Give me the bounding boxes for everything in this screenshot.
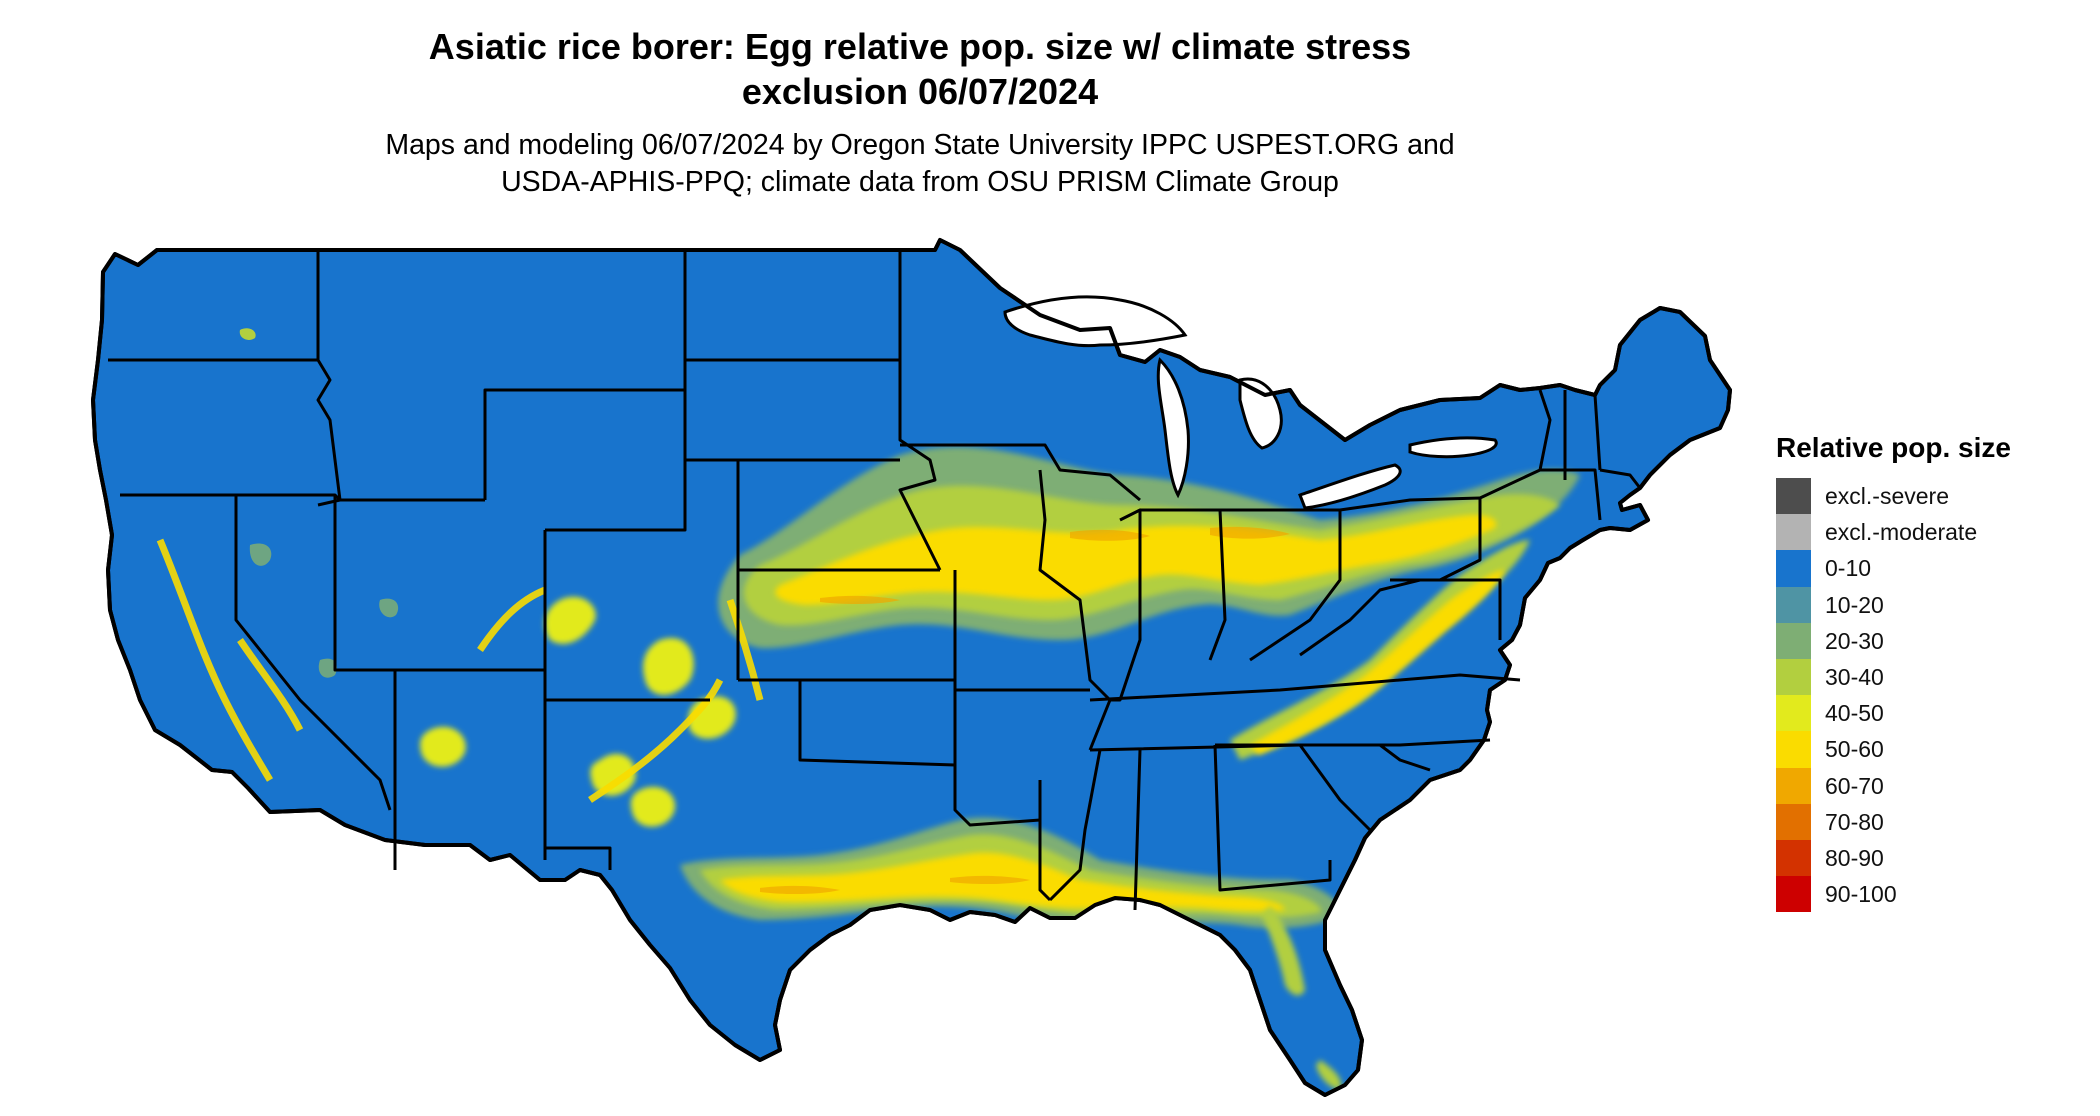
legend-label: 30-40: [1825, 664, 1884, 691]
lake-superior: [1003, 295, 1188, 348]
boundary-line: [543, 670, 612, 870]
legend-label: 40-50: [1825, 700, 1884, 727]
lake-ontario: [1408, 436, 1498, 459]
us-outline-stroke: [91, 238, 1732, 1097]
legend-item: 70-80: [1776, 803, 2076, 840]
state-boundaries: [108, 250, 1642, 911]
legend-item: 20-30: [1776, 622, 2076, 659]
legend-swatch: [1776, 514, 1811, 551]
legend-swatch: [1776, 695, 1811, 732]
boundary-line: [1599, 468, 1642, 489]
band-northwest-speck: [239, 328, 256, 341]
band-southwest-40-50: [420, 596, 736, 827]
legend-swatch: [1776, 622, 1811, 659]
band-southwest-strip: [156, 538, 764, 803]
legend-label: 20-30: [1825, 627, 1884, 654]
boundary-line: [898, 250, 942, 571]
legend-items: excl.-severe excl.-moderate 0-10 10-20 20-30…: [1776, 478, 2076, 913]
map-subtitle-line-1: Maps and modeling 06/07/2024 by Oregon S…: [385, 129, 1455, 161]
map-title-line-2: exclusion 06/07/2024: [741, 71, 1099, 112]
boundary-line: [955, 688, 1090, 902]
legend-swatch: [1776, 658, 1811, 696]
legend-item: 80-90: [1776, 839, 2076, 877]
legend-label: 60-70: [1825, 772, 1884, 799]
legend-title: Relative pop. size: [1776, 432, 2011, 463]
us-land: [91, 238, 1732, 1097]
legend-item: excl.-severe: [1776, 478, 2076, 515]
boundary-line: [1479, 389, 1602, 521]
legend-swatch: [1776, 876, 1811, 913]
legend-label: 90-100: [1825, 881, 1897, 908]
legend-label: 80-90: [1825, 844, 1884, 871]
map-legend: Relative pop. size excl.-severe excl.-mod…: [1776, 430, 2076, 913]
boundary-line: [1215, 743, 1372, 832]
band-gulf-60-70: [760, 875, 1030, 895]
boundary-line: [1140, 508, 1227, 661]
boundary-line: [1089, 673, 1521, 702]
legend-label: 10-20: [1825, 591, 1884, 618]
legend-label: 50-60: [1825, 736, 1884, 763]
legend-swatch: [1776, 803, 1811, 840]
suitability-bands: [156, 328, 1580, 1090]
boundary-line: [1133, 744, 1332, 911]
boundary-line: [1563, 390, 1602, 480]
band-florida-30-40: [1262, 905, 1342, 1090]
great-lakes: [1003, 295, 1498, 510]
legend-swatch: [1776, 586, 1811, 623]
boundary-line: [1390, 578, 1502, 640]
legend-item: 50-60: [1776, 731, 2076, 768]
boundary-line: [900, 443, 1141, 502]
legend-label: 0-10: [1825, 555, 1872, 582]
boundary-line: [1048, 749, 1102, 902]
legend-label: excl.-moderate: [1825, 519, 1978, 546]
legend-item: 40-50: [1776, 695, 2076, 732]
legend-item: 30-40: [1776, 658, 2076, 696]
legend-swatch: [1776, 550, 1811, 587]
lake-erie: [1298, 463, 1402, 510]
map-title-line-1: Asiatic rice borer: Egg relative pop. si…: [428, 26, 1412, 67]
boundary-line: [1260, 743, 1431, 772]
legend-item: 0-10: [1776, 550, 2076, 587]
boundary-line: [685, 358, 940, 680]
boundary-line: [953, 570, 1041, 827]
legend-item: 60-70: [1776, 767, 2076, 804]
legend-label: excl.-severe: [1825, 483, 1949, 510]
band-midwest-60-70: [820, 526, 1290, 605]
legend-swatch: [1776, 839, 1811, 877]
lake-huron: [1238, 377, 1283, 450]
boundary-line: [234, 495, 392, 811]
boundary-line: [333, 495, 397, 870]
legend-swatch: [1776, 731, 1811, 768]
map-subtitle-line-2: USDA-APHIS-PPQ; climate data from OSU PR…: [501, 166, 1339, 198]
legend-swatch: [1776, 767, 1811, 804]
lake-michigan: [1156, 357, 1190, 499]
band-appalachia-50-60: [1250, 570, 1505, 755]
band-west-20-30: [249, 543, 399, 678]
band-appalachia-30-40: [1230, 540, 1530, 760]
us-outline-fill: [91, 238, 1732, 1097]
legend-item: 10-20: [1776, 586, 2076, 623]
legend-item: excl.-moderate: [1776, 514, 2076, 551]
boundary-line: [738, 678, 956, 767]
legend-swatch: [1776, 478, 1811, 515]
legend-label: 70-80: [1825, 808, 1884, 835]
boundary-line: [1220, 508, 1342, 662]
legend-item: 90-100: [1776, 876, 2076, 913]
